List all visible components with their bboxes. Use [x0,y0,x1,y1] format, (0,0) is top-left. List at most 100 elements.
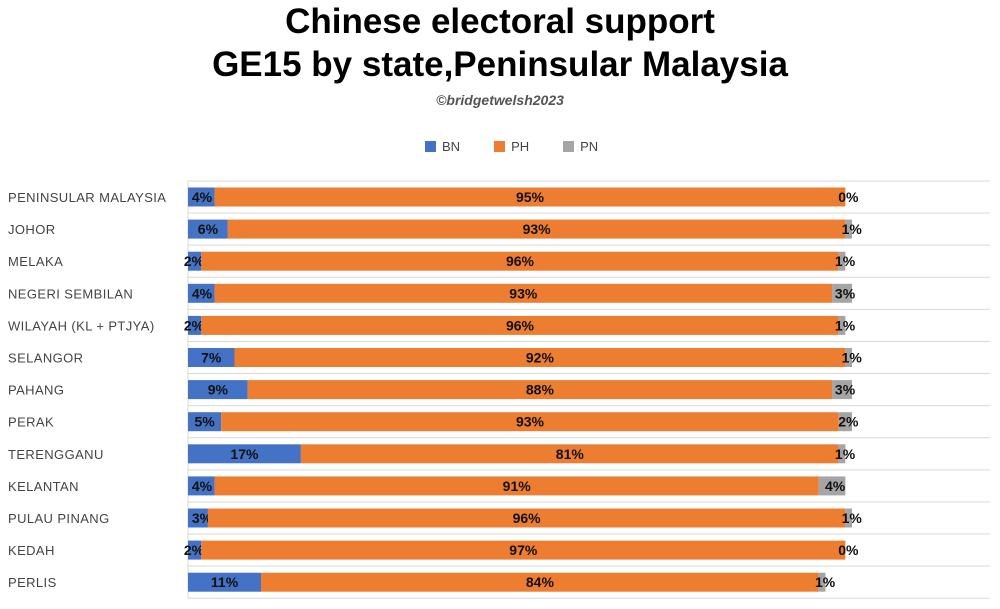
value-label-bn-wilayah-kl-ptjya: 2% [184,317,205,333]
value-label-bn-kelantan: 4% [192,478,213,494]
bar-bn-peninsular-malaysia [188,187,215,207]
bar-bn-kedah [188,540,202,560]
category-label-melaka: MELAKA [8,254,63,269]
legend-item-ph: PH [494,139,529,154]
category-label-terengganu: TERENGGANU [8,447,104,462]
category-label-wilayah-kl-ptjya: WILAYAH (KL + PTJYA) [8,318,155,333]
chart-legend: BN PH PN [425,136,632,156]
value-label-pn-perlis: 1% [815,574,836,590]
bar-ph-kedah [201,540,846,560]
value-label-ph-perak: 93% [516,414,545,430]
category-label-peninsular-malaysia: PENINSULAR MALAYSIA [8,190,166,205]
value-label-ph-peninsular-malaysia: 95% [516,189,545,205]
bar-pn-johor [845,219,852,239]
category-label-johor: JOHOR [8,222,56,237]
value-label-bn-pahang: 9% [208,382,229,398]
value-label-pn-kedah: 0% [838,542,859,558]
bar-ph-kelantan [214,476,819,496]
chart-title-line-2: GE15 by state,Peninsular Malaysia [212,45,788,84]
bar-ph-terengganu [300,444,839,464]
legend-label-bn: BN [442,138,461,154]
legend-label-pn: PN [580,138,599,154]
category-label-pulau-pinang: PULAU PINANG [8,511,110,526]
bar-ph-johor [227,219,846,239]
bar-ph-pulau-pinang [207,508,846,528]
value-label-pn-melaka: 1% [835,253,856,269]
legend-label-ph: PH [511,138,530,154]
value-label-pn-johor: 1% [842,221,863,237]
category-label-perak: PERAK [8,415,54,430]
category-label-selangor: SELANGOR [8,351,83,366]
value-label-bn-pulau-pinang: 3% [192,510,213,526]
value-label-ph-terengganu: 81% [556,446,585,462]
legend-item-pn: PN [563,139,598,154]
value-label-pn-pahang: 3% [835,382,856,398]
bar-pn-pulau-pinang [845,508,852,528]
legend-swatch-ph [494,140,506,152]
bar-pn-selangor [845,348,852,367]
value-label-ph-wilayah-kl-ptjya: 96% [506,317,535,333]
category-label-negeri-sembilan: NEGERI SEMBILAN [8,286,133,301]
value-label-pn-wilayah-kl-ptjya: 1% [835,317,856,333]
value-label-pn-selangor: 1% [842,350,863,366]
bar-bn-kelantan [188,476,215,496]
value-label-pn-pulau-pinang: 1% [842,510,863,526]
legend-item-bn: BN [425,139,460,154]
value-label-bn-selangor: 7% [201,350,222,366]
bar-bn-selangor [188,348,235,367]
bar-ph-peninsular-malaysia [214,187,846,207]
category-label-kelantan: KELANTAN [8,479,79,494]
value-label-bn-peninsular-malaysia: 4% [192,189,213,205]
bar-pn-wilayah-kl-ptjya [838,315,846,335]
category-label-perlis: PERLIS [8,575,57,590]
value-label-bn-perlis: 11% [211,574,239,590]
value-label-bn-kedah: 2% [184,542,205,558]
bar-bn-negeri-sembilan [188,283,215,303]
bar-bn-pulau-pinang [188,508,208,528]
value-label-pn-kelantan: 4% [825,478,846,494]
value-label-ph-pahang: 88% [526,382,555,398]
bar-pn-negeri-sembilan [832,283,852,303]
bar-ph-melaka [201,251,839,271]
value-label-bn-terengganu: 17% [230,446,259,462]
bar-ph-wilayah-kl-ptjya [201,315,839,335]
chart-title-line-1: Chinese electoral support [285,2,715,41]
value-label-ph-melaka: 96% [506,253,535,269]
bar-bn-pahang [188,380,248,400]
value-label-pn-terengganu: 1% [835,446,856,462]
chart-credit: ©bridgetwelsh2023 [436,92,564,108]
value-label-bn-perak: 5% [194,414,215,430]
value-label-ph-negeri-sembilan: 93% [509,285,538,301]
bar-bn-perlis [188,572,262,592]
value-label-bn-melaka: 2% [184,253,205,269]
value-label-pn-perak: 2% [838,414,859,430]
legend-swatch-bn [425,140,436,152]
value-label-ph-pulau-pinang: 96% [513,510,542,526]
bar-pn-perlis [818,572,826,592]
bar-pn-pahang [832,380,852,400]
bar-ph-perak [221,412,839,432]
bar-ph-selangor [234,348,846,367]
bar-ph-pahang [247,380,833,400]
value-label-pn-negeri-sembilan: 3% [835,285,856,301]
value-label-ph-johor: 93% [523,221,552,237]
bar-ph-perlis [261,572,819,592]
bar-bn-johor [188,219,228,239]
bar-bn-terengganu [188,444,301,464]
bar-pn-terengganu [838,444,846,464]
legend-swatch-pn [563,140,575,152]
category-label-kedah: KEDAH [8,543,55,558]
value-label-bn-negeri-sembilan: 4% [192,285,213,301]
value-label-ph-perlis: 84% [526,574,555,590]
category-label-pahang: PAHANG [8,383,64,398]
bar-pn-perak [838,412,852,432]
bar-bn-perak [188,412,222,432]
bar-pn-melaka [838,251,846,271]
value-label-ph-kedah: 97% [509,542,538,558]
bar-ph-negeri-sembilan [214,283,833,303]
value-label-pn-peninsular-malaysia: 0% [838,189,859,205]
bar-bn-wilayah-kl-ptjya [188,315,202,335]
value-label-bn-johor: 6% [198,221,219,237]
bar-pn-kelantan [818,476,846,496]
